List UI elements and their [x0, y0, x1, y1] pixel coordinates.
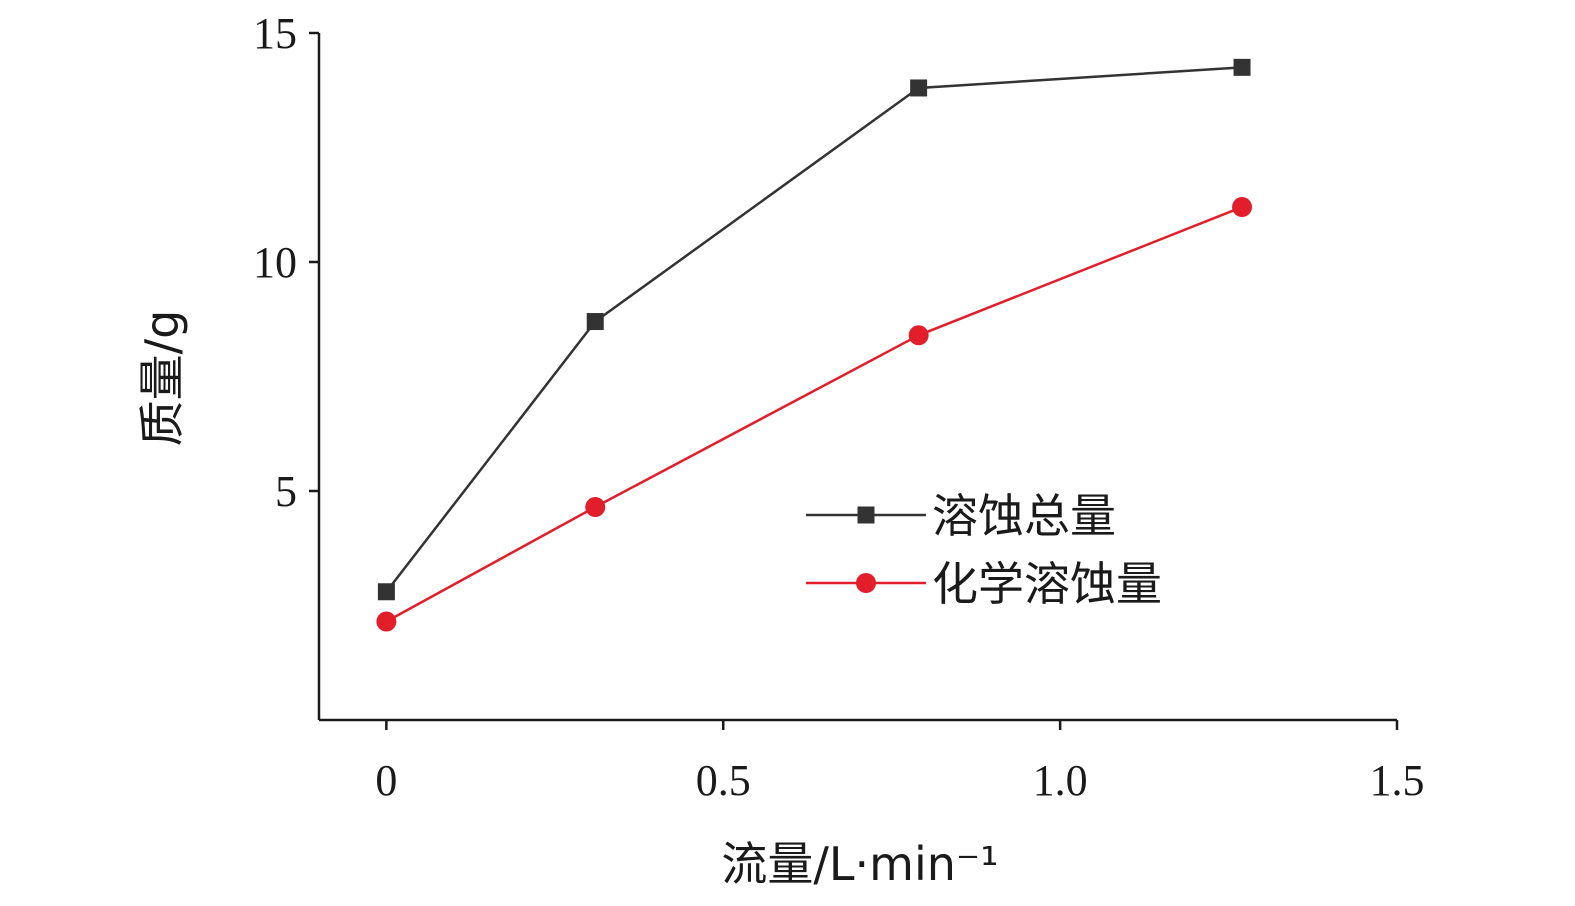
x-ticks: 0 0.5 1.0 1.5	[375, 720, 1425, 805]
data-point	[585, 497, 606, 518]
data-point	[586, 313, 604, 331]
series-line	[385, 205, 1243, 623]
axes	[317, 33, 1397, 722]
y-tick-label: 10	[253, 238, 297, 287]
y-axis-title: 质量/g	[135, 310, 189, 447]
x-tick-label: 0.5	[696, 756, 751, 805]
data-point	[376, 611, 397, 632]
data-point	[377, 583, 395, 601]
legend-label: 溶蚀总量	[932, 489, 1116, 543]
x-tick-label: 1.5	[1370, 756, 1425, 805]
series-line	[385, 66, 1243, 593]
x-tick-label: 0	[375, 756, 397, 805]
data-point	[908, 325, 929, 346]
y-tick-label: 5	[275, 467, 297, 516]
series-1	[377, 58, 1251, 601]
data-point	[1232, 197, 1253, 218]
x-tick-label: 1.0	[1033, 756, 1088, 805]
x-axis-title: 流量/L·min⁻¹	[721, 837, 998, 891]
series-2	[376, 197, 1253, 632]
series-layer	[376, 58, 1253, 632]
y-ticks: 5 10 15	[253, 9, 319, 516]
legend-label: 化学溶蚀量	[932, 557, 1162, 611]
data-point	[910, 79, 928, 97]
legend-item: 化学溶蚀量	[806, 557, 1162, 611]
data-point	[1233, 58, 1251, 76]
legend-marker	[857, 506, 875, 524]
legend-marker	[856, 573, 876, 593]
legend-item: 溶蚀总量	[806, 489, 1116, 543]
y-tick-label: 15	[253, 9, 297, 58]
